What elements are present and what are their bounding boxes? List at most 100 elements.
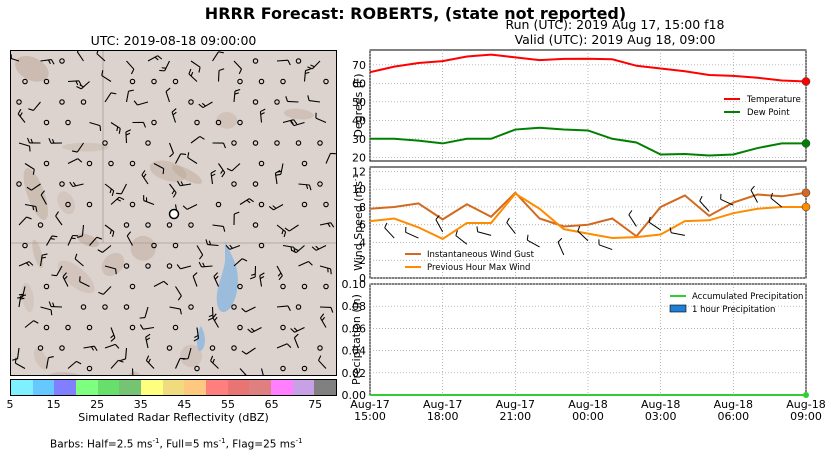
- wind-barb: [69, 181, 84, 188]
- wind-barb-feather: [114, 343, 120, 349]
- colorbar-tick-label: 25: [90, 398, 105, 411]
- wind-barb-half: [294, 248, 299, 252]
- series-line-1: [369, 53, 807, 83]
- wind-barb: [260, 368, 265, 375]
- legend-label-2: Dew Point: [747, 108, 790, 118]
- colorbar-swatch: [314, 380, 337, 395]
- wind-barb-staff: [315, 117, 327, 124]
- wind-barb-staff: [671, 232, 685, 236]
- wind-barb-staff: [506, 222, 516, 234]
- wind-barb-half: [251, 273, 256, 276]
- wind-barb: [303, 68, 311, 82]
- wind-barb-half: [293, 327, 298, 332]
- wind-barb-feather: [125, 129, 132, 133]
- wind-barb-staff: [276, 224, 286, 233]
- calm-wind-circle: [59, 58, 65, 64]
- wind-barb-feather: [159, 69, 165, 72]
- wind-barb-feather: [118, 128, 121, 134]
- wind-barb-staff: [557, 241, 565, 256]
- wind-barb-feather: [187, 152, 190, 158]
- wind-barb-staff: [131, 368, 134, 375]
- wind-barb-half: [310, 64, 315, 68]
- series-line-2: [370, 126, 806, 157]
- wind-barb-feather: [111, 231, 115, 237]
- wind-barb: [67, 158, 83, 164]
- wind-barb: [284, 224, 299, 232]
- terrain-ridge: [216, 112, 238, 129]
- wind-barb-feather: [128, 89, 134, 92]
- wind-barb: [239, 198, 254, 205]
- wind-barb-staff: [24, 320, 34, 328]
- y-axis-label: Degrees (F): [352, 73, 365, 137]
- calm-wind-circle: [22, 78, 28, 85]
- wind-barb-staff: [239, 198, 250, 205]
- wind-barb-feather: [177, 295, 182, 301]
- calm-wind-circle: [43, 78, 50, 85]
- wind-barb-feather: [207, 317, 214, 321]
- wind-barb-staff: [89, 121, 101, 127]
- wind-barb: [212, 142, 226, 149]
- wind-barb-feather: [284, 227, 290, 232]
- wind-barb-staff: [280, 163, 284, 175]
- wind-barb-half: [246, 199, 251, 204]
- wind-barb: [577, 225, 589, 242]
- wind-barb-staff: [171, 111, 177, 123]
- colorbar-swatch: [184, 380, 207, 395]
- wind-barb-feather: [290, 328, 295, 333]
- calm-wind-circle: [151, 119, 157, 126]
- calm-wind-circle: [80, 99, 87, 105]
- wind-barb-half: [194, 334, 199, 338]
- calm-wind-circle: [280, 78, 286, 85]
- wind-barb-staff: [125, 131, 128, 144]
- wind-barb-feather: [720, 193, 722, 200]
- wind-barb-staff: [325, 153, 331, 164]
- wind-barb-feather: [141, 170, 146, 176]
- wind-barb: [40, 58, 55, 65]
- wind-barb-staff: [67, 158, 79, 164]
- wind-barb-feather: [76, 360, 82, 365]
- wind-barb: [174, 357, 186, 369]
- wind-barb: [104, 224, 115, 237]
- calm-wind-circle: [102, 304, 108, 310]
- wind-barb-feather: [50, 59, 55, 65]
- wind-barb-feather: [286, 343, 292, 348]
- wind-barb: [24, 163, 35, 175]
- colorbar-swatch: [227, 380, 250, 395]
- wind-barb-feather: [198, 261, 203, 268]
- wind-barb-feather: [29, 146, 31, 152]
- wind-barb-feather: [455, 230, 458, 236]
- wind-barb-feather: [139, 324, 144, 330]
- wind-barb: [97, 245, 112, 253]
- wind-barb-staff: [102, 286, 112, 295]
- wind-barb-feather: [176, 264, 181, 270]
- wind-barb-half: [234, 92, 239, 95]
- wind-barb: [126, 60, 135, 75]
- calm-wind-circle: [172, 324, 179, 331]
- calm-wind-circle: [145, 263, 151, 269]
- map-title: UTC: 2019-08-18 09:00:00: [90, 33, 257, 48]
- wind-barb-feather: [330, 152, 336, 155]
- wind-barb-half: [147, 358, 151, 363]
- y-tick-label: 0.02: [342, 367, 367, 380]
- wind-barb-feather: [157, 55, 163, 60]
- wind-barb-staff: [56, 265, 63, 276]
- wind-barb-feather: [77, 158, 83, 163]
- wind-barb-feather: [192, 272, 198, 277]
- calm-wind-circle: [215, 201, 222, 208]
- wind-barb: [125, 89, 134, 103]
- wind-barb-feather: [48, 138, 52, 144]
- calm-wind-circle: [252, 58, 259, 64]
- wind-barb: [104, 343, 120, 349]
- calm-wind-circle: [295, 304, 302, 310]
- wind-barb: [213, 272, 220, 287]
- wind-barb: [274, 169, 281, 185]
- x-tick-time: 15:00: [354, 410, 386, 423]
- wind-barb-staff: [45, 357, 49, 369]
- y-tick-label: 2: [359, 254, 366, 267]
- wind-barb-feather: [241, 350, 247, 355]
- wind-barb: [139, 306, 149, 319]
- barbs-flag: , Flag=25 ms: [225, 438, 296, 451]
- wind-barb-feather: [145, 355, 150, 361]
- wind-barb-half: [30, 138, 34, 144]
